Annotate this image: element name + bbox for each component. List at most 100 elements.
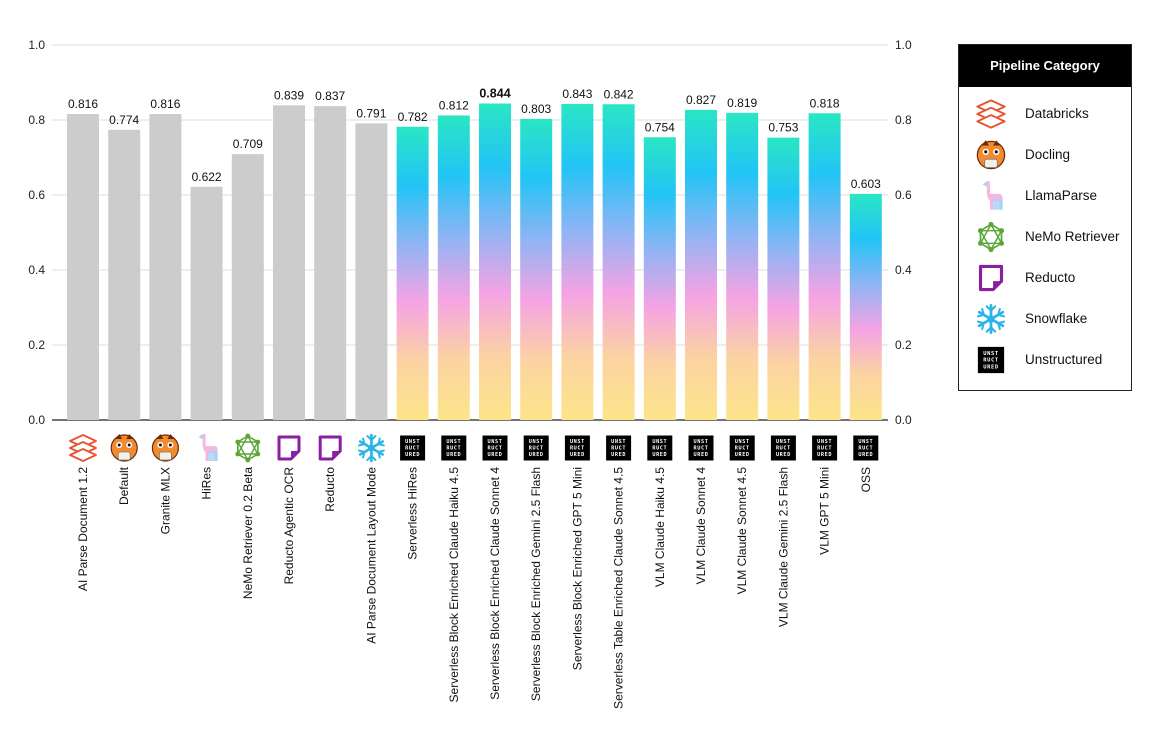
svg-text:RUCT: RUCT [776,446,791,452]
bar-value-label: 0.803 [521,102,551,116]
reducto-icon [978,264,1004,292]
svg-text:UNST: UNST [817,439,832,445]
svg-text:UNST: UNST [488,439,503,445]
legend-label: LlamaParse [1025,188,1098,203]
bar [355,123,388,420]
bar [479,103,511,420]
docling-icon [151,434,179,462]
legend-label: Unstructured [1025,352,1103,367]
y-tick-label-right: 0.0 [895,413,912,427]
bar-value-label: 0.844 [479,87,510,101]
svg-text:UNST: UNST [735,439,750,445]
x-tick-label: VLM Claude Haiku 4.5 [653,467,667,587]
snowflake-icon [976,303,1006,335]
bar-value-label: 0.812 [439,99,469,113]
svg-text:UNST: UNST [570,439,585,445]
nemo-retriever-icon [977,221,1005,253]
svg-text:UNST: UNST [776,439,791,445]
nemo-retriever-icon [235,433,261,463]
legend-item: Snowflake [959,302,1131,336]
svg-text:UNST: UNST [983,351,999,357]
svg-text:RUCT: RUCT [652,446,667,452]
legend-item: Reducto [959,261,1131,295]
bar [849,193,882,420]
legend-label: NeMo Retriever [1025,229,1120,244]
legend-label: Docling [1025,147,1071,162]
svg-text:RUCT: RUCT [446,446,461,452]
svg-text:URED: URED [405,452,420,458]
svg-text:RUCT: RUCT [817,446,832,452]
legend-icon [978,264,1004,292]
llamaparse-icon [198,434,218,461]
reducto-icon [277,435,301,461]
bar [767,137,800,420]
y-tick-label-right: 0.8 [895,113,912,127]
legend-icon [976,140,1006,170]
bar [231,154,264,420]
legend-label: Snowflake [1025,311,1088,326]
svg-text:URED: URED [694,452,709,458]
svg-text:URED: URED [611,452,626,458]
y-tick-label-right: 0.4 [895,263,912,277]
svg-text:URED: URED [570,452,585,458]
bar [437,115,470,420]
x-tick-label: Serverless Block Enriched Claude Sonnet … [488,467,502,700]
databricks-icon [69,434,97,462]
bar [643,137,676,420]
legend-item: Databricks [959,97,1131,131]
bars-layer: 0.816 0.774 0.816 0.622 0.709 0.839 0.837 0.791… [67,87,882,420]
bar-value-label: 0.622 [192,170,222,184]
svg-text:RUCT: RUCT [983,358,999,364]
x-tick-label: VLM Claude Sonnet 4 [694,467,708,585]
x-tick-label: Serverless Block Enriched Claude Haiku 4… [447,467,461,703]
bar [808,113,841,420]
y-tick-label-left: 1.0 [28,38,45,52]
bar-value-label: 0.603 [851,177,881,191]
x-tick-label: Serverless Table Enriched Claude Sonnet … [612,467,626,709]
x-tick-label: OSS [859,467,873,492]
svg-text:UNST: UNST [405,439,420,445]
bar [314,106,347,420]
x-tick-label: HiRes [200,467,214,500]
svg-text:RUCT: RUCT [570,446,585,452]
svg-text:UNST: UNST [652,439,667,445]
svg-text:UNST: UNST [611,439,626,445]
docling-icon [976,140,1006,170]
svg-text:RUCT: RUCT [405,446,420,452]
svg-text:RUCT: RUCT [858,446,873,452]
y-tick-label-right: 0.2 [895,338,912,352]
bar [273,105,305,420]
category-labels-layer: AI Parse Document 1.2 Default Granite MLX H… [76,466,873,709]
bar-chart: 0.0 0.0 0.2 0.2 0.4 0.4 0.6 0.6 0.8 0.8 1.0 1.0 0.8… [28,38,912,709]
legend-item: LlamaParse [959,179,1131,213]
bar [149,114,182,420]
bar-value-label: 0.774 [109,113,139,127]
docling-icon [110,434,138,462]
y-tick-label-right: 0.6 [895,188,912,202]
bar-value-label: 0.709 [233,137,263,151]
y-tick-label-left: 0.0 [28,413,45,427]
legend-item: NeMo Retriever [959,220,1131,254]
legend-label: Reducto [1025,270,1076,285]
x-tick-label: Serverless Block Enriched Gemini 2.5 Fla… [529,467,543,701]
x-tick-label: VLM Claude Sonnet 4.5 [735,467,749,595]
bar [396,126,429,420]
x-tick-label: VLM Claude Gemini 2.5 Flash [776,467,790,627]
legend-icon [976,303,1006,335]
bar-value-label: 0.839 [274,88,304,102]
x-tick-label: Default [117,466,131,505]
svg-text:URED: URED [983,364,999,370]
bar [726,112,759,420]
bar [190,186,223,420]
bar-value-label: 0.837 [315,89,345,103]
